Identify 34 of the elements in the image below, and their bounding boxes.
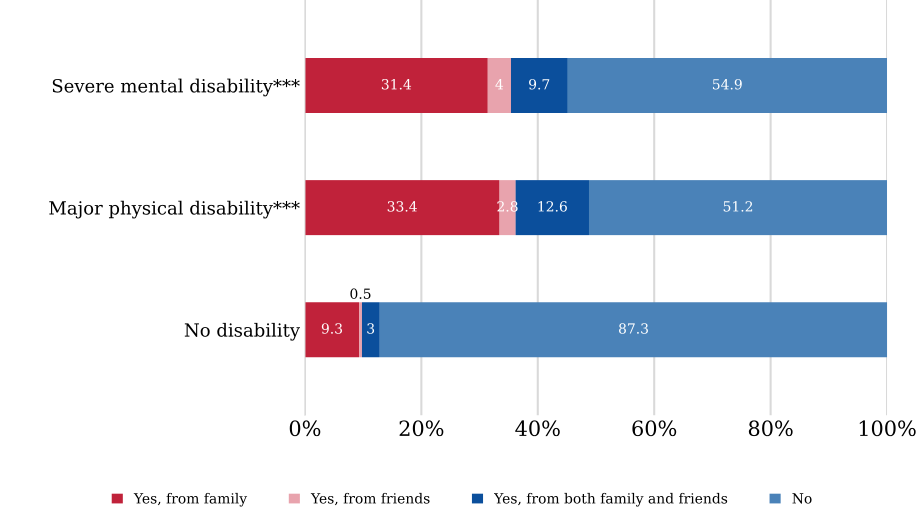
legend-label: Yes, from family [134,492,248,506]
y-tick-label: Severe mental disability*** [52,78,300,96]
x-tick-label: 80% [748,420,793,436]
x-tick-label: 100% [860,420,916,436]
bar [567,58,888,113]
bar [588,180,888,236]
data-label: 4 [495,79,504,90]
bar [510,58,568,113]
bar [359,302,362,358]
data-label: 33.4 [388,201,417,212]
data-label: 9.7 [529,79,550,90]
bar [516,180,589,236]
bar [362,302,380,358]
y-tick-label: No disability [184,322,300,341]
data-label: 9.3 [322,323,342,334]
x-tick-label: 20% [400,420,444,436]
bar [488,58,511,113]
legend-label: Yes, from both family and friends [494,492,728,506]
data-label: 54.9 [712,79,742,90]
x-tick-label: 0% [290,420,320,436]
data-label: 12.6 [538,201,567,212]
bar [304,58,488,113]
bar [304,302,360,358]
legend-label: Yes, from friends [310,492,430,506]
data-label: 87.3 [618,323,648,334]
y-tick-label: Major physical disability*** [49,200,300,218]
legend-label: No [792,493,812,504]
data-label: 0.5 [350,288,370,299]
data-label: 31.4 [382,79,412,90]
x-tick-label: 40% [515,420,560,436]
x-tick-label: 60% [632,420,676,436]
data-label: 51.2 [724,201,752,212]
bar [379,302,888,358]
data-label: 3 [367,323,374,334]
